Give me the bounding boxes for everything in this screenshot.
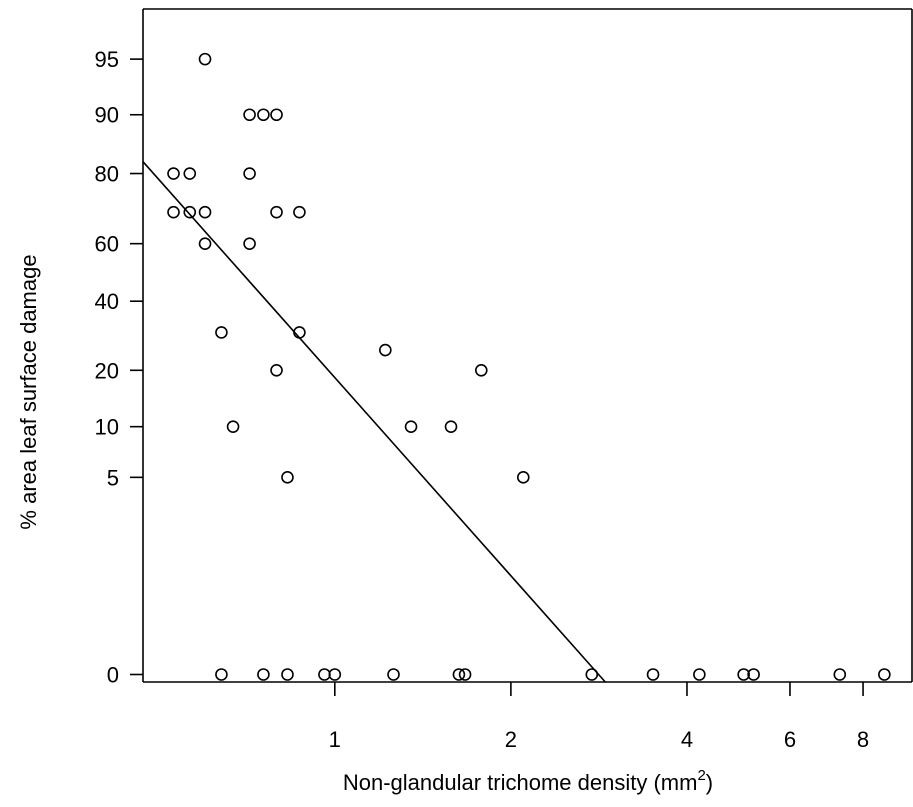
data-point xyxy=(379,343,392,357)
data-point xyxy=(215,668,228,681)
data-point xyxy=(183,167,197,180)
data-point xyxy=(183,205,197,219)
x-tick-label: 8 xyxy=(857,727,869,752)
data-point xyxy=(737,668,750,681)
data-point xyxy=(646,668,660,681)
data-point xyxy=(281,668,294,681)
data-point xyxy=(281,471,294,484)
data-point xyxy=(474,363,488,377)
y-axis-title: % area leaf surface damage xyxy=(16,254,41,529)
data-point xyxy=(270,108,283,122)
data-point xyxy=(257,108,270,122)
plot-axes xyxy=(142,8,913,683)
data-point xyxy=(198,52,212,66)
data-point xyxy=(293,326,306,339)
y-tick-label: 5 xyxy=(107,465,119,490)
data-point xyxy=(167,205,180,219)
data-point xyxy=(215,326,228,339)
data-point xyxy=(226,420,240,433)
y-tick-label: 0 xyxy=(107,662,119,687)
data-point xyxy=(878,668,891,681)
data-point xyxy=(585,668,599,681)
y-tick-label: 60 xyxy=(95,232,119,257)
data-points xyxy=(167,52,891,681)
x-tick-label: 2 xyxy=(505,727,517,752)
data-point xyxy=(747,668,760,681)
data-point xyxy=(444,420,458,433)
data-point xyxy=(452,668,466,681)
fit-line-group xyxy=(142,161,606,683)
data-point xyxy=(270,363,283,377)
data-point xyxy=(318,668,331,681)
data-point xyxy=(387,668,400,681)
x-axis-title-main: Non-glandular trichome density (mm xyxy=(343,770,698,795)
y-tick-label: 80 xyxy=(95,162,119,187)
data-point xyxy=(243,108,256,122)
y-tick-label: 95 xyxy=(95,47,119,72)
y-tick-label: 90 xyxy=(95,103,119,128)
y-axis-ticks: 0 5 10 20 40 60 80 90 95 xyxy=(95,47,143,687)
x-tick-label: 6 xyxy=(784,727,796,752)
data-point xyxy=(458,668,472,681)
x-tick-label: 1 xyxy=(329,727,341,752)
x-axis-ticks: 1 2 4 6 8 xyxy=(329,682,869,752)
y-tick-label: 10 xyxy=(95,415,119,440)
data-point xyxy=(516,471,530,484)
x-axis-title: Non-glandular trichome density (mm2) xyxy=(343,767,713,795)
data-point xyxy=(243,237,256,250)
x-axis-title-superscript: 2 xyxy=(697,767,705,784)
data-point xyxy=(198,237,212,250)
data-point xyxy=(270,205,283,219)
data-point xyxy=(243,167,256,180)
data-point xyxy=(833,668,847,681)
data-point xyxy=(257,668,270,681)
x-axis-title-suffix: ) xyxy=(706,770,713,795)
data-point xyxy=(404,420,418,433)
y-tick-label: 40 xyxy=(95,289,119,314)
data-point xyxy=(293,205,306,219)
data-point xyxy=(693,668,706,681)
y-tick-label: 20 xyxy=(95,358,119,383)
data-point xyxy=(167,167,180,180)
fit-line xyxy=(142,161,606,683)
x-tick-label: 4 xyxy=(681,727,693,752)
data-point xyxy=(328,668,342,681)
data-point xyxy=(198,205,212,219)
